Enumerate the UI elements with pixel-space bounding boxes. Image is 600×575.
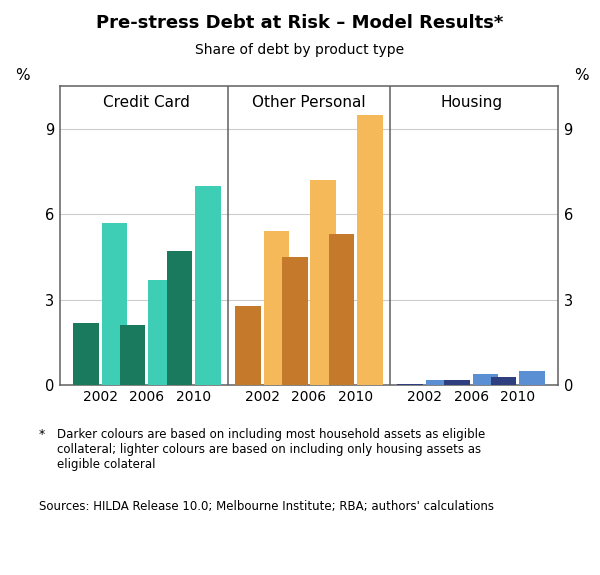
Bar <box>473 374 498 385</box>
Text: Pre-stress Debt at Risk – Model Results*: Pre-stress Debt at Risk – Model Results* <box>97 14 503 32</box>
Text: *: * <box>39 428 45 442</box>
Bar <box>397 384 423 385</box>
Text: Darker colours are based on including most household assets as eligible
collater: Darker colours are based on including mo… <box>57 428 485 472</box>
Text: %: % <box>16 68 30 83</box>
Bar <box>519 371 545 385</box>
Text: Housing: Housing <box>440 95 502 110</box>
Bar <box>235 305 261 385</box>
Bar <box>444 380 470 385</box>
Bar <box>167 251 192 385</box>
Bar <box>73 323 99 385</box>
Bar <box>310 180 336 385</box>
Bar <box>264 232 289 385</box>
Bar <box>491 377 517 385</box>
Text: Other Personal: Other Personal <box>252 95 366 110</box>
Text: Sources: HILDA Release 10.0; Melbourne Institute; RBA; authors' calculations: Sources: HILDA Release 10.0; Melbourne I… <box>39 500 494 513</box>
Text: %: % <box>575 68 589 83</box>
Text: Share of debt by product type: Share of debt by product type <box>196 43 404 57</box>
Bar <box>426 380 451 385</box>
Text: Credit Card: Credit Card <box>103 95 190 110</box>
Bar <box>148 280 174 385</box>
Bar <box>329 235 354 385</box>
Bar <box>357 115 383 385</box>
Bar <box>101 223 127 385</box>
Bar <box>195 186 221 385</box>
Bar <box>120 325 145 385</box>
Bar <box>282 257 308 385</box>
